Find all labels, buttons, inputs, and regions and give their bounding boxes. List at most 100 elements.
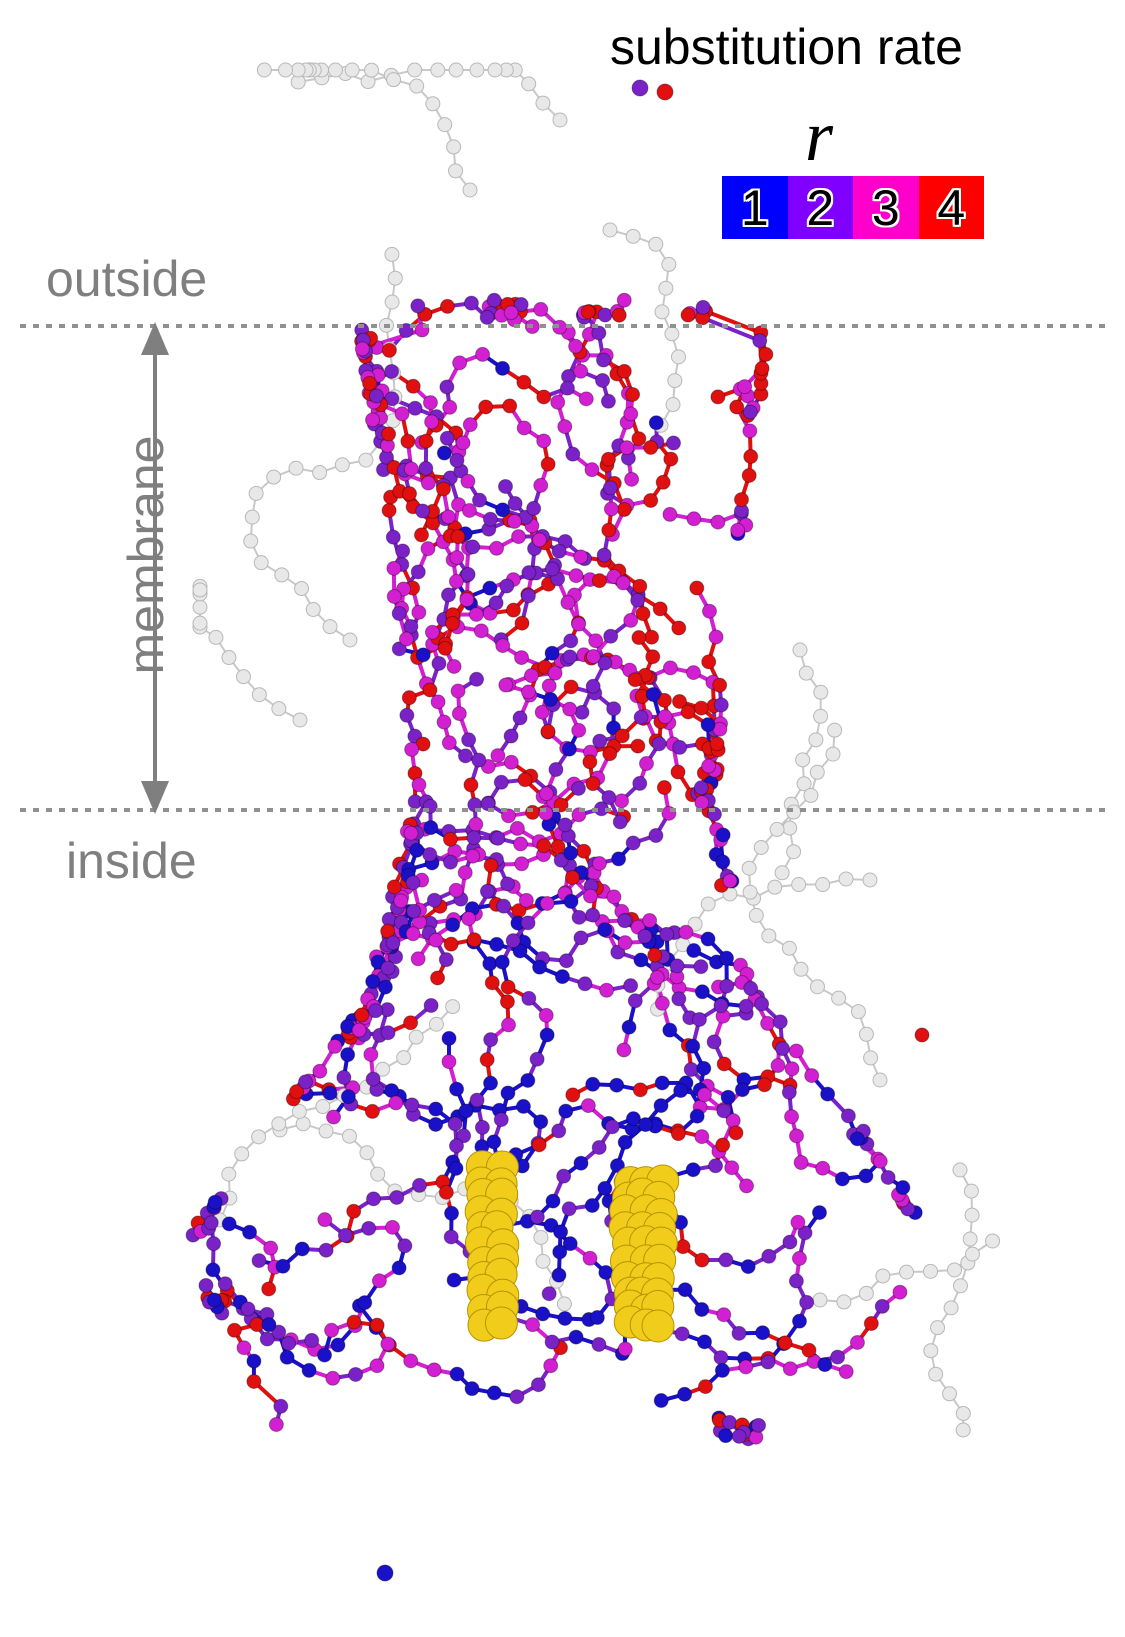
residue-atom	[722, 1414, 738, 1430]
residue-atom	[221, 1216, 237, 1232]
residue-atom	[584, 1198, 600, 1214]
residue-atom	[457, 748, 473, 764]
residue-atom	[533, 1229, 549, 1245]
residue-atom	[463, 295, 479, 311]
residue-atom	[591, 325, 607, 341]
residue-atom	[248, 485, 264, 501]
residue-atom	[493, 774, 509, 790]
residue-atom	[517, 772, 533, 788]
residue-atom	[514, 615, 530, 631]
residue-atom	[268, 1416, 284, 1432]
residue-atom	[489, 540, 505, 556]
residue-atom	[582, 888, 598, 904]
residue-atom	[259, 1331, 275, 1347]
residue-atom	[279, 1349, 295, 1365]
residue-atom	[552, 1244, 568, 1260]
residue-atom	[753, 839, 769, 855]
residue-atom	[393, 893, 409, 909]
residue-atom	[561, 1201, 577, 1217]
residue-atom	[551, 1267, 567, 1283]
residue-atom	[458, 1103, 474, 1119]
residue-atom	[585, 649, 601, 665]
residue-atom	[460, 473, 476, 489]
residue-atom	[439, 298, 455, 314]
residue-atom	[694, 984, 710, 1000]
residue-atom	[591, 1139, 607, 1155]
residue-atom	[415, 647, 431, 663]
residue-atom	[236, 1340, 252, 1356]
residue-atom	[786, 804, 802, 820]
residue-atom	[480, 796, 496, 812]
residue-atom	[449, 1081, 465, 1097]
residue-atom	[538, 1007, 554, 1023]
residue-atom	[689, 580, 705, 596]
residue-atom	[671, 991, 687, 1007]
residue-atom	[539, 895, 555, 911]
residue-atom	[506, 513, 522, 529]
residue-atom	[410, 298, 426, 314]
residue-atom	[423, 998, 439, 1014]
residue-atom	[465, 539, 481, 555]
residue-atom	[466, 932, 482, 948]
residue-atom	[541, 678, 557, 694]
residue-atom	[585, 1076, 601, 1092]
residue-atom	[396, 581, 412, 597]
residue-atom	[651, 736, 667, 752]
residue-atom	[858, 1285, 874, 1301]
residue-atom	[643, 439, 659, 455]
residue-atom	[739, 1178, 755, 1194]
residue-atoms	[185, 62, 1001, 1582]
residue-atom	[614, 793, 630, 809]
residue-atom	[351, 1022, 367, 1038]
residue-atom	[437, 117, 453, 133]
residue-atom	[895, 1180, 911, 1196]
residue-atom	[755, 1325, 771, 1341]
scale-label-1: 1	[740, 179, 769, 236]
residue-atom	[633, 709, 649, 725]
residue-atom	[748, 907, 764, 923]
residue-atom	[251, 1253, 267, 1269]
residue-atom	[221, 1166, 237, 1182]
residue-atom	[801, 1342, 817, 1358]
residue-atom	[503, 754, 519, 770]
residue-atom	[591, 855, 607, 871]
residue-atom	[495, 638, 511, 654]
residue-atom	[246, 1353, 262, 1369]
residue-atom	[221, 650, 237, 666]
residue-atom	[317, 1347, 333, 1363]
residue-atom	[606, 889, 622, 905]
residue-atom	[791, 1250, 807, 1266]
residue-atom	[604, 1119, 620, 1135]
residue-atom	[775, 1041, 791, 1057]
residue-atom	[648, 236, 664, 252]
residue-atom	[652, 601, 668, 617]
residue-atom	[716, 1307, 732, 1323]
residue-atom	[571, 909, 587, 925]
residue-atom	[408, 1029, 424, 1045]
residue-atom	[955, 1405, 971, 1421]
residue-atom	[596, 547, 612, 563]
residue-atom	[403, 1353, 419, 1369]
residue-atom	[386, 560, 402, 576]
residue-atom	[574, 704, 590, 720]
residue-atom	[301, 1362, 317, 1378]
residue-atom	[596, 352, 612, 368]
residue-atom	[520, 915, 536, 931]
residue-atom	[952, 1278, 968, 1294]
residue-atom	[813, 708, 829, 724]
residue-atom	[277, 62, 293, 78]
residue-atom	[251, 687, 267, 703]
residue-atom	[240, 1301, 256, 1317]
residue-atom	[791, 1313, 807, 1329]
residue-atom	[716, 1103, 732, 1119]
residue-atom	[556, 1296, 572, 1312]
residue-atom	[291, 1103, 307, 1119]
residue-atom	[914, 1027, 930, 1043]
scale-cell-3: 3	[853, 176, 919, 239]
residue-atom	[341, 1128, 357, 1144]
residue-atom	[465, 848, 481, 864]
residue-atom	[557, 817, 573, 833]
residue-atom	[369, 1317, 385, 1333]
residue-atom	[514, 856, 530, 872]
residue-atom	[863, 1316, 879, 1332]
